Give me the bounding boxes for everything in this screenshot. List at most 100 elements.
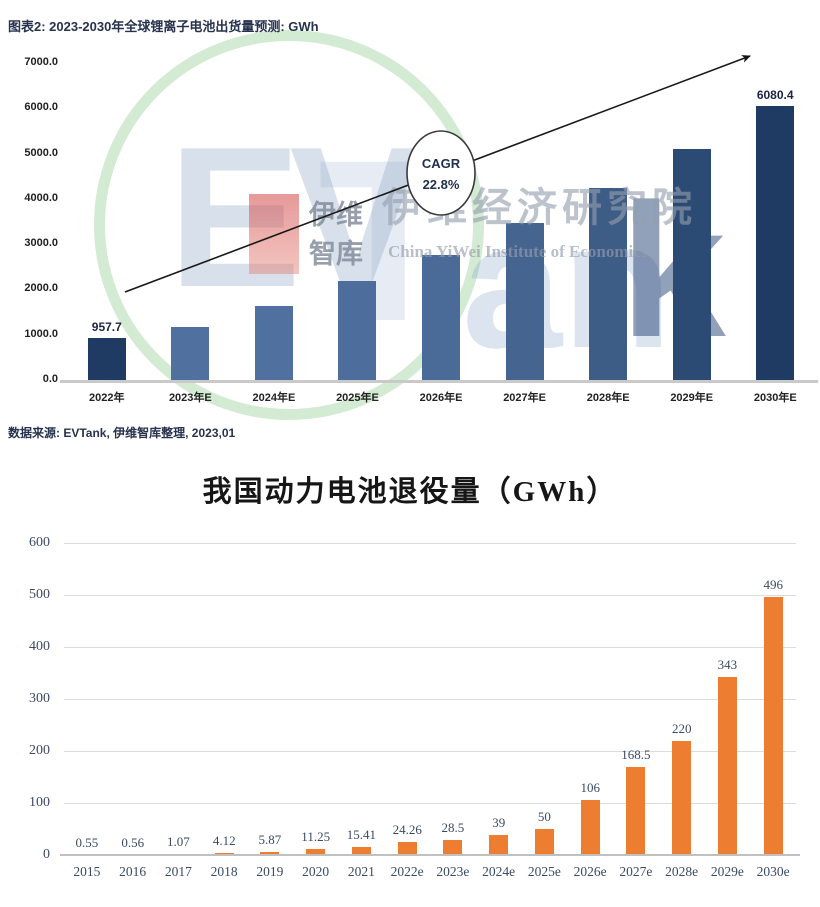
y-tick-2000: 2000.0 (24, 282, 58, 295)
x-tick-2015: 2015 (73, 864, 101, 879)
bar-2023年E (171, 326, 210, 381)
x-tick-2021: 2021 (347, 864, 375, 879)
value-label-2015: 0.55 (75, 834, 99, 850)
figure1-title: 图表2: 2023-2030年全球锂离子电池出货量预测: GWh (8, 19, 319, 34)
y-tick-500: 500 (29, 587, 50, 602)
x-tick-2019: 2019 (256, 864, 284, 879)
y-tick-4000: 4000.0 (24, 191, 58, 204)
x-tick-2026年E: 2026年E (419, 392, 463, 404)
bar-2026e (580, 799, 600, 855)
global-shipment-chart: EV T an k 图表2: 2023-2030年全球锂离子电池出货量预测: G… (8, 19, 818, 440)
y-tick-3000: 3000.0 (24, 237, 58, 250)
figure2-x-axis-line (60, 854, 800, 856)
gridline-300 (64, 699, 796, 700)
value-label-2020: 11.25 (301, 829, 331, 845)
x-tick-2027年E: 2027年E (503, 392, 546, 404)
bar-2021 (351, 847, 371, 855)
value-label-2019: 5.87 (258, 831, 282, 847)
figure1-source-note: 数据来源: EVTank, 伊维智库整理, 2023,01 (8, 426, 236, 440)
y-tick-600: 600 (29, 535, 50, 550)
bar-2024年E (254, 306, 293, 381)
bar-2019 (260, 851, 280, 855)
x-tick-2016: 2016 (119, 864, 147, 879)
y-tick-1000: 1000.0 (24, 327, 58, 340)
x-tick-2027e: 2027e (619, 864, 653, 879)
x-tick-2024年E: 2024年E (252, 392, 296, 404)
figure2-plot-area: 0.55 0.56 1.07 4.12 5.87 11.25 15.41 24.26 28.5 3… (64, 543, 796, 855)
x-tick-2028e: 2028e (665, 864, 699, 879)
value-label-2016: 0.56 (121, 834, 145, 850)
x-tick-2025e: 2025e (527, 864, 561, 879)
bar-2025e (534, 829, 554, 855)
y-tick-6000: 6000.0 (24, 101, 58, 114)
value-label-2027e: 168.5 (621, 747, 651, 763)
x-tick-2023年E: 2023年E (168, 392, 212, 404)
watermark-red-logo-block (249, 194, 299, 274)
bar-2028e (672, 740, 692, 855)
bar-2022年 (87, 337, 126, 381)
bar-2023e (443, 840, 463, 855)
bar-2029年E (672, 149, 711, 381)
watermark-brand-cn: 伊维 智库 (309, 196, 363, 274)
x-tick-2023e: 2023e (436, 864, 470, 879)
figure2-x-axis: 2015 2016 2017 2018 2019 2020 2021 2022e 2023e 20… (64, 864, 796, 880)
bar-2025年E (338, 281, 377, 381)
value-label-2024e: 39 (492, 814, 506, 830)
gridline-200 (64, 751, 796, 752)
bar-2027e (626, 767, 646, 855)
value-label-2025e: 50 (537, 809, 551, 824)
x-tick-2017: 2017 (164, 864, 192, 879)
y-tick-0: 0.0 (42, 373, 58, 385)
x-tick-2029年E: 2029年E (670, 392, 714, 404)
y-tick-0: 0 (43, 847, 50, 862)
value-label-2018: 4.12 (212, 832, 236, 848)
bar-2026年E (422, 255, 460, 381)
x-tick-2030e: 2030e (756, 864, 790, 879)
x-tick-2022年: 2022年 (89, 392, 125, 404)
watermark-institute-en: China YiWei Institute of Economics (388, 242, 648, 261)
watermark-institute-cn: 伊维经济研究院 (382, 186, 697, 230)
figure2-title: 我国动力电池退役量（GWh） (202, 476, 618, 508)
figure1-x-axis: 2022年 2023年E 2024年E 2025年E 2026年E 2027年E 2028年… (65, 389, 817, 405)
value-label-2026e: 106 (580, 779, 600, 795)
bar-2030e (763, 597, 783, 855)
bar-2018 (214, 852, 234, 855)
value-label-2022e: 24.26 (392, 822, 422, 838)
x-tick-2025年E: 2025年E (336, 392, 379, 404)
value-label-2028e: 220 (671, 720, 692, 736)
x-tick-2018: 2018 (210, 864, 238, 879)
value-label-2030e: 496 (763, 577, 783, 593)
value-label-2017: 1.07 (167, 834, 190, 850)
y-tick-7000: 7000.0 (24, 56, 58, 68)
value-label-2023e: 28.5 (441, 820, 465, 836)
value-label-2021: 15.41 (346, 827, 377, 842)
x-tick-2020: 2020 (302, 864, 330, 879)
y-tick-300: 300 (29, 691, 50, 706)
watermark-brand-line2: 智库 (309, 239, 363, 270)
x-tick-2029e: 2029e (710, 864, 744, 879)
x-tick-2024e: 2024e (482, 864, 516, 879)
retirement-chart: 我国动力电池退役量（GWh） 0.55 0.56 1.07 4.12 5.87 11.25… (0, 460, 820, 907)
bar-2030年E (756, 105, 795, 381)
x-tick-2028年E: 2028年E (586, 392, 630, 404)
gridline-400 (64, 647, 796, 648)
bar-2029e (717, 676, 737, 855)
gridline-600 (64, 543, 796, 544)
value-label-2029e: 343 (717, 656, 738, 672)
y-tick-200: 200 (29, 743, 50, 758)
y-tick-100: 100 (29, 795, 50, 810)
x-tick-2030年E: 2030年E (753, 392, 797, 404)
figure1-x-axis-line (60, 380, 818, 383)
value-label-2022年: 957.7 (91, 319, 122, 334)
gridline-500 (64, 595, 796, 596)
watermark-brand-line1: 伊维 (309, 200, 363, 230)
value-label-2030年E: 6080.4 (756, 87, 794, 102)
y-tick-400: 400 (29, 639, 50, 654)
gridline-100 (64, 803, 796, 804)
bar-2020 (306, 849, 326, 855)
bar-2024e (489, 834, 509, 855)
y-tick-5000: 5000.0 (24, 146, 58, 159)
x-tick-2022e: 2022e (390, 864, 424, 879)
x-tick-2026e: 2026e (573, 864, 607, 879)
